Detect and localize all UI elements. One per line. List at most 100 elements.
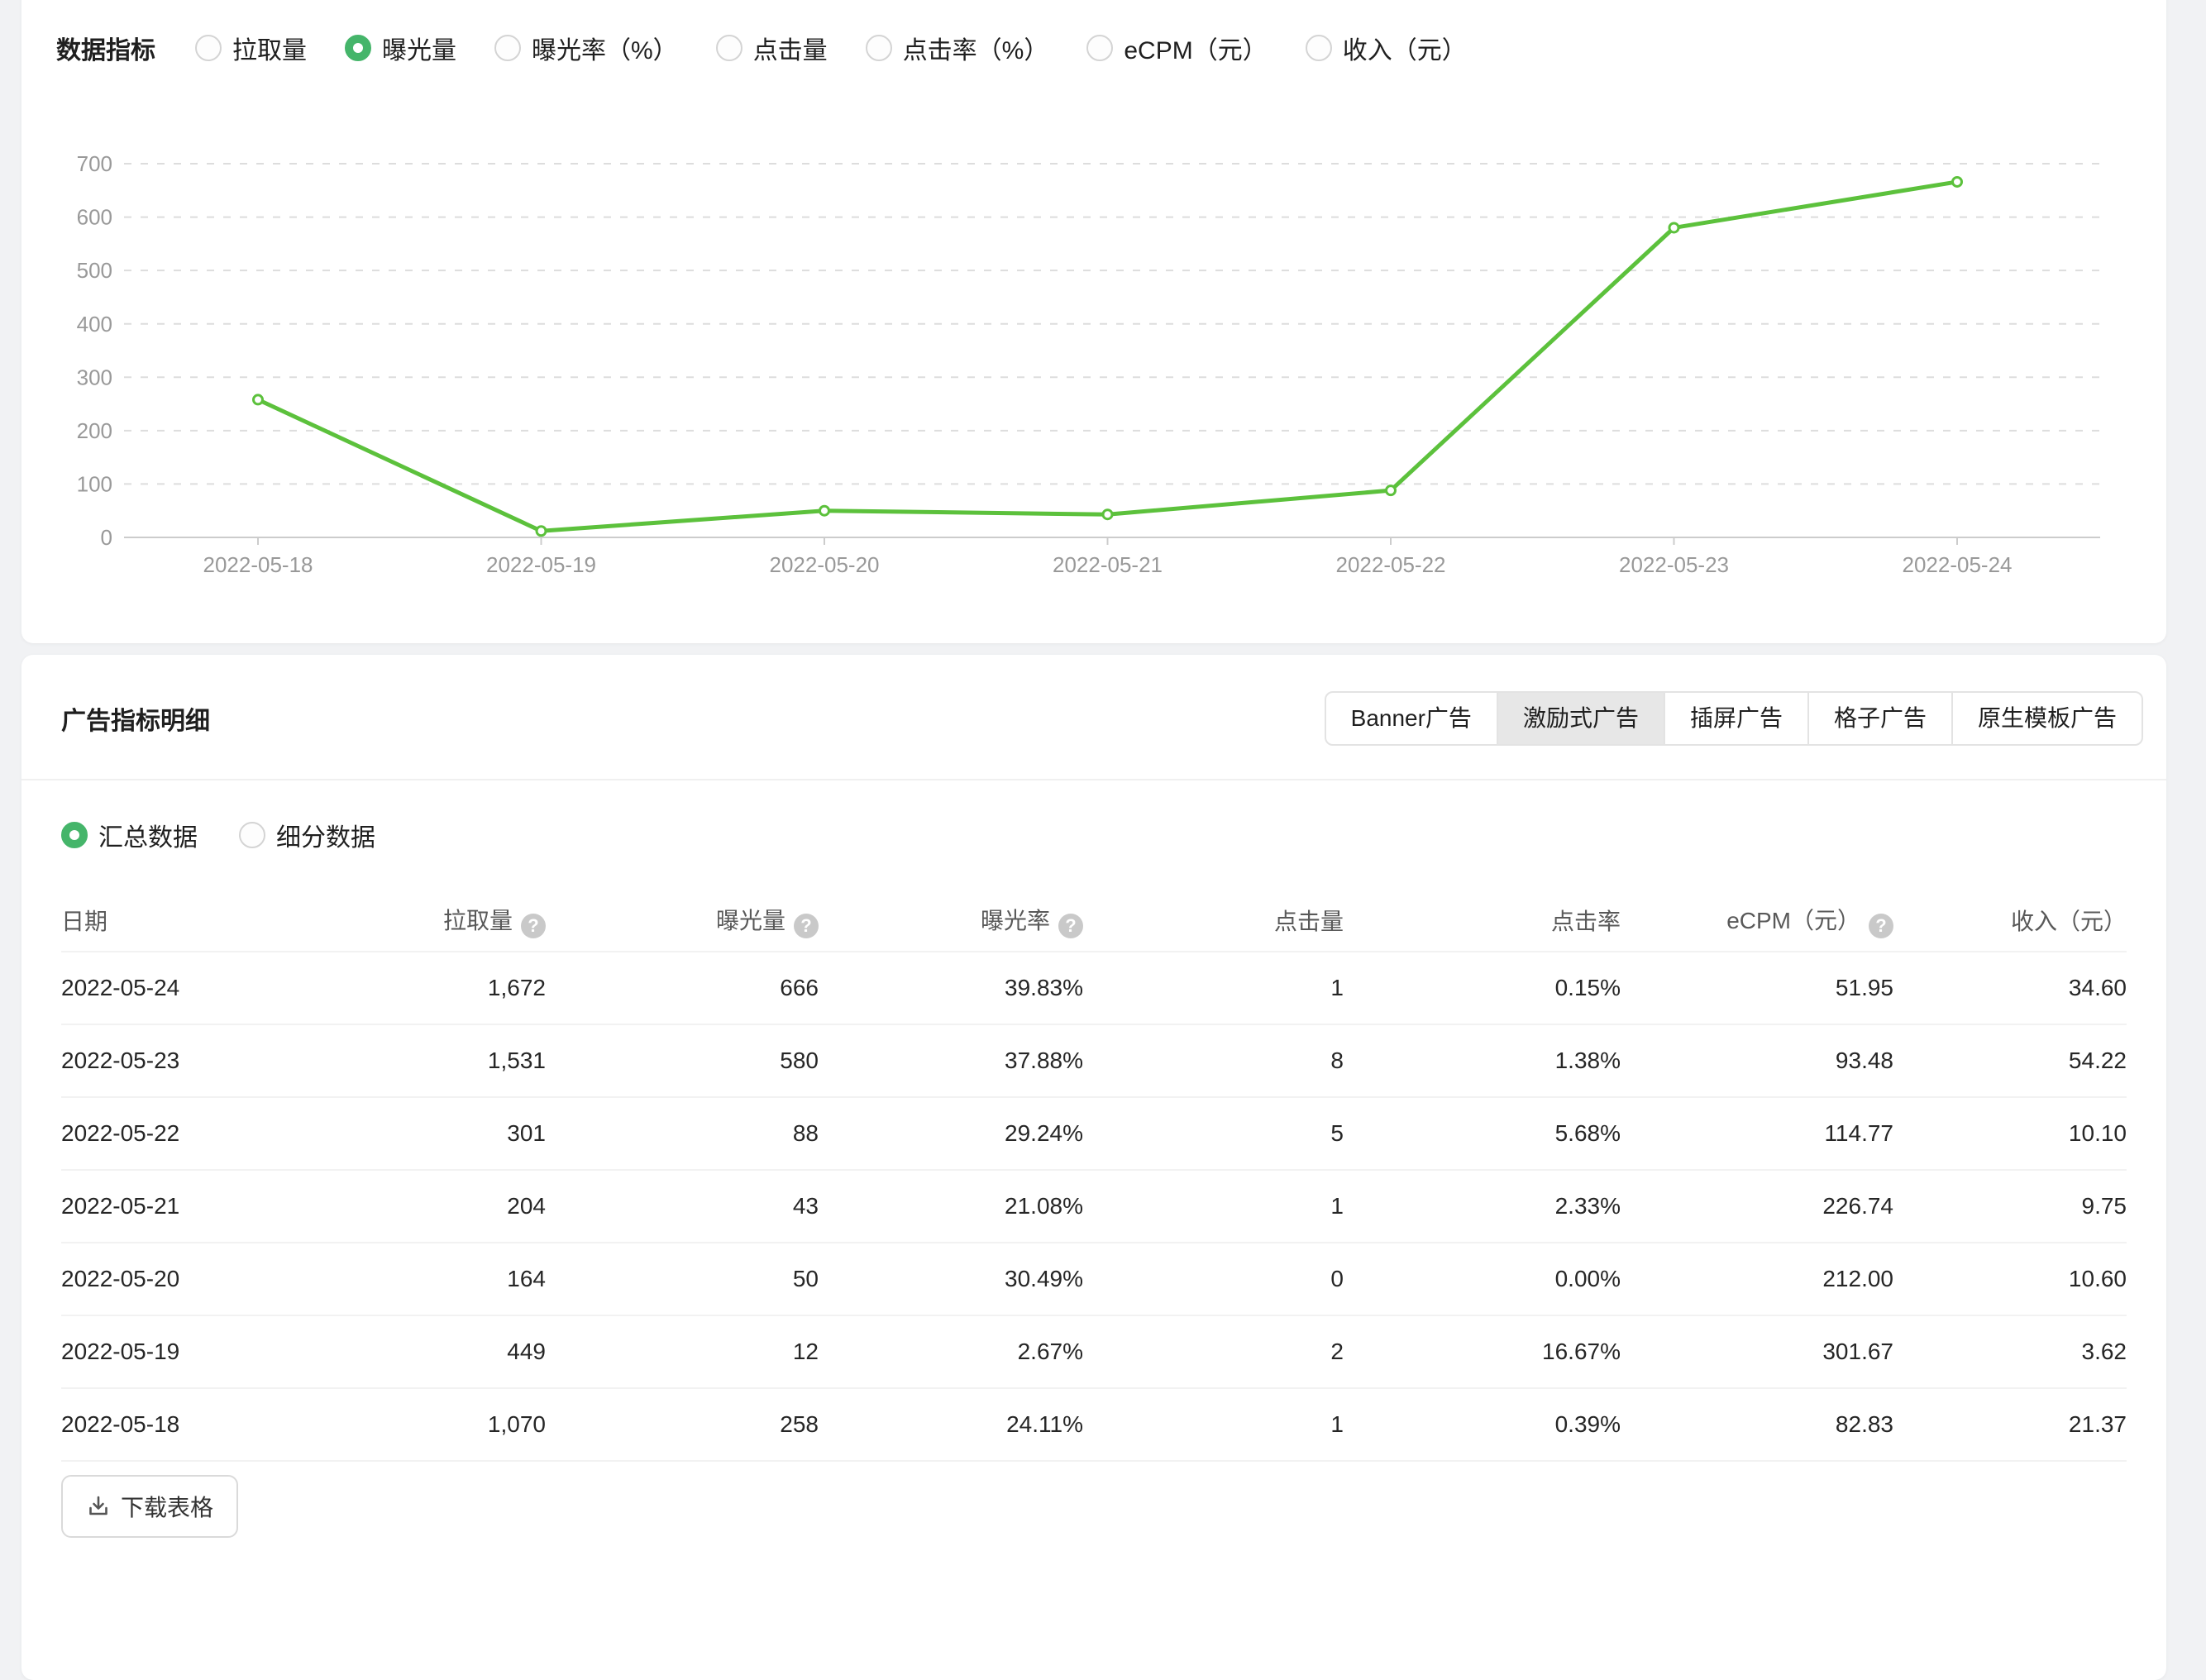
cell-value: 1 <box>1330 975 1344 1000</box>
metric-radio[interactable]: 收入（元） <box>1305 30 1467 66</box>
radio-unselected-icon <box>239 822 265 848</box>
cell-value: 204 <box>507 1193 546 1219</box>
radio-unselected-icon <box>865 35 892 61</box>
metric-radio[interactable]: 曝光量 <box>345 30 456 66</box>
chart-card: 数据指标 拉取量 曝光量 曝光率（%） 点击量 点击率（%） eCPM（元） 收入（元） 0… <box>21 0 2166 643</box>
cell-value: 0 <box>1330 1266 1344 1291</box>
download-icon <box>86 1494 111 1519</box>
svg-text:100: 100 <box>77 472 112 497</box>
radio-unselected-icon <box>1305 35 1332 61</box>
column-header-label: 点击量 <box>1273 909 1344 934</box>
table-header-row: 日期 拉取量? 曝光量? 曝光率? 点击量 点击率 eCPM（元）? 收入（元） <box>61 890 2127 952</box>
cell-date: 2022-05-23 <box>61 1048 180 1073</box>
svg-text:2022-05-24: 2022-05-24 <box>1903 552 2013 577</box>
cell-value: 2.33% <box>1554 1193 1621 1219</box>
metric-radio-label: 拉取量 <box>232 37 307 64</box>
cell-value: 0.39% <box>1554 1411 1621 1437</box>
svg-text:2022-05-23: 2022-05-23 <box>1619 552 1729 577</box>
metric-radio[interactable]: 点击率（%） <box>865 30 1048 66</box>
cell-date: 2022-05-21 <box>61 1193 180 1219</box>
metrics-options: 拉取量 曝光量 曝光率（%） 点击量 点击率（%） eCPM（元） 收入（元） <box>195 30 1467 66</box>
cell-value: 0.00% <box>1554 1266 1621 1291</box>
cell-value: 1 <box>1330 1193 1344 1219</box>
help-icon[interactable]: ? <box>1058 913 1083 938</box>
svg-text:2022-05-21: 2022-05-21 <box>1053 552 1163 577</box>
ad-type-tab[interactable]: 插屏广告 <box>1663 693 1807 744</box>
ad-type-tab[interactable]: Banner广告 <box>1350 705 1472 731</box>
cell-value: 54.22 <box>2068 1048 2127 1073</box>
cell-value: 82.83 <box>1835 1411 1893 1437</box>
cell-value: 2 <box>1330 1339 1344 1364</box>
cell-value: 9.75 <box>2081 1193 2127 1219</box>
detail-card: 广告指标明细 Banner广告 激励式广告 插屏广告 格子广告 原生模板广告 汇总数据 细… <box>21 655 2166 1680</box>
cell-date: 2022-05-19 <box>61 1339 180 1364</box>
table-row: 2022-05-23 1,531 580 37.88% 8 1.38% 93.48 54.22 <box>61 1024 2127 1097</box>
cell-value: 1,070 <box>487 1411 546 1437</box>
radio-selected-icon <box>345 35 371 61</box>
cell-value: 10.60 <box>2068 1266 2127 1291</box>
ad-type-tab[interactable]: 原生模板广告 <box>1951 693 2142 744</box>
radio-unselected-icon <box>1086 35 1114 61</box>
metric-radio-label: eCPM（元） <box>1124 37 1268 64</box>
cell-date: 2022-05-24 <box>61 975 180 1000</box>
svg-text:400: 400 <box>77 312 112 336</box>
cell-value: 21.08% <box>1005 1193 1083 1219</box>
cell-value: 24.11% <box>1006 1411 1083 1437</box>
column-header-label: 曝光率 <box>980 907 1050 933</box>
table-row: 2022-05-19 449 12 2.67% 2 16.67% 301.67 3.62 <box>61 1315 2127 1388</box>
table-row: 2022-05-24 1,672 666 39.83% 1 0.15% 51.95 34.60 <box>61 952 2127 1024</box>
cell-value: 8 <box>1330 1048 1344 1073</box>
download-table-button[interactable]: 下载表格 <box>61 1475 239 1538</box>
cell-value: 0.15% <box>1554 975 1621 1000</box>
ad-type-tab[interactable]: 激励式广告 <box>1496 693 1664 744</box>
svg-text:2022-05-22: 2022-05-22 <box>1336 552 1446 577</box>
cell-value: 34.60 <box>2068 975 2127 1000</box>
cell-date: 2022-05-22 <box>61 1120 180 1146</box>
column-header-label: eCPM（元） <box>1726 907 1860 933</box>
column-header: 拉取量? <box>309 890 546 952</box>
column-header-label: 收入（元） <box>2010 909 2127 934</box>
view-mode-radio-label: 细分数据 <box>276 824 375 852</box>
table-row: 2022-05-18 1,070 258 24.11% 1 0.39% 82.83 21.37 <box>61 1388 2127 1461</box>
svg-text:200: 200 <box>77 418 112 443</box>
help-icon[interactable]: ? <box>794 913 819 938</box>
metric-radio[interactable]: eCPM（元） <box>1086 30 1268 66</box>
cell-value: 16.67% <box>1542 1339 1621 1364</box>
ad-type-tab-group: Banner广告 激励式广告 插屏广告 格子广告 原生模板广告 <box>1324 691 2143 746</box>
metric-radio[interactable]: 拉取量 <box>195 30 307 66</box>
metrics-radio-bar: 数据指标 拉取量 曝光量 曝光率（%） 点击量 点击率（%） eCPM（元） 收入（元） <box>21 0 2166 66</box>
column-header-label: 点击率 <box>1550 909 1621 934</box>
svg-text:600: 600 <box>77 205 112 230</box>
metric-radio-label: 曝光量 <box>382 37 456 64</box>
cell-value: 212.00 <box>1822 1266 1893 1291</box>
metrics-table: 日期 拉取量? 曝光量? 曝光率? 点击量 点击率 eCPM（元）? 收入（元） 2022-0… <box>61 890 2127 1462</box>
metric-radio[interactable]: 点击量 <box>715 30 828 66</box>
cell-value: 3.62 <box>2081 1339 2127 1364</box>
cell-value: 1,672 <box>487 975 546 1000</box>
svg-text:500: 500 <box>77 258 112 283</box>
ad-type-tab[interactable]: 格子广告 <box>1807 693 1951 744</box>
svg-text:300: 300 <box>77 365 112 389</box>
cell-value: 37.88% <box>1005 1048 1083 1073</box>
svg-text:700: 700 <box>77 151 112 176</box>
svg-text:0: 0 <box>101 525 112 550</box>
column-header-label: 曝光量 <box>715 907 785 933</box>
help-icon[interactable]: ? <box>1869 913 1893 938</box>
metric-radio[interactable]: 曝光率（%） <box>494 30 678 66</box>
column-header: 点击量 <box>1083 890 1344 952</box>
view-mode-radio[interactable]: 细分数据 <box>239 817 375 853</box>
column-header: eCPM（元）? <box>1621 890 1893 952</box>
table-row: 2022-05-20 164 50 30.49% 0 0.00% 212.00 10.60 <box>61 1243 2127 1315</box>
view-mode-radio[interactable]: 汇总数据 <box>61 817 198 853</box>
column-header: 日期 <box>61 890 309 952</box>
cell-value: 1 <box>1330 1411 1344 1437</box>
cell-value: 449 <box>507 1339 546 1364</box>
cell-value: 29.24% <box>1005 1120 1083 1146</box>
table-row: 2022-05-21 204 43 21.08% 1 2.33% 226.74 9.75 <box>61 1170 2127 1243</box>
help-icon[interactable]: ? <box>521 913 546 938</box>
cell-value: 226.74 <box>1822 1193 1893 1219</box>
radio-selected-icon <box>61 822 88 848</box>
download-button-label: 下载表格 <box>121 1495 214 1520</box>
radio-unselected-icon <box>715 35 742 61</box>
table-row: 2022-05-22 301 88 29.24% 5 5.68% 114.77 10.10 <box>61 1097 2127 1170</box>
